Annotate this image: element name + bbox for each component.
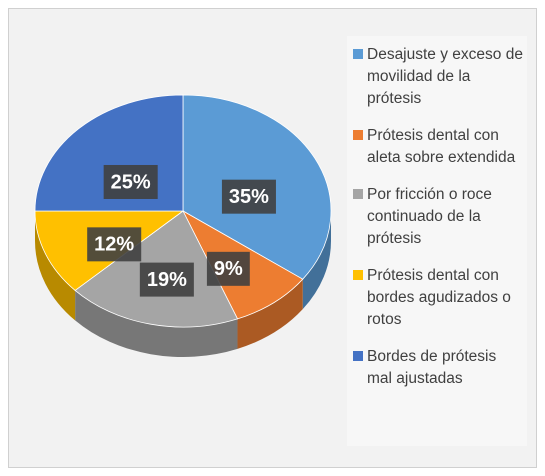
slice-side [75,290,238,357]
slice-side [237,279,303,349]
data-label-box [206,251,250,286]
legend-swatch [353,130,363,140]
data-label-text: 19% [147,269,187,291]
data-label: 25% [103,164,158,199]
legend-label: Prótesis dental con bordes agudizados o … [367,267,511,328]
chart-area: 35% 9% 19% 12% 25% Desajuste y exceso de mov… [8,8,537,468]
data-label-text: 35% [229,186,269,208]
legend-label: Prótesis dental con aleta sobre extendid… [367,127,516,166]
chart: 35% 9% 19% 12% 25% [34,94,332,357]
slice-side [302,211,331,310]
legend-entry: Desajuste y exceso de movilidad de la pr… [347,44,527,110]
legend-swatch [353,351,363,361]
data-label-box [103,164,158,199]
data-label-text: 9% [214,258,243,280]
slice-side [34,211,76,321]
legend-entry: Por fricción o roce continuado de la pró… [347,184,527,250]
legend: Desajuste y exceso de movilidad de la pr… [347,36,527,446]
legend-entry: Bordes de prótesis mal ajustadas [347,346,527,390]
legend-swatch [353,49,363,59]
data-label: 9% [206,251,250,286]
legend-label: Desajuste y exceso de movilidad de la pr… [367,46,523,107]
data-label: 19% [139,262,194,297]
legend-label: Bordes de prótesis mal ajustadas [367,348,497,387]
legend-swatch [353,270,363,280]
legend-label: Por fricción o roce continuado de la pró… [367,186,492,247]
data-label-box [139,262,194,297]
data-label-box [221,179,276,214]
data-label-box [87,227,142,262]
data-label: 12% [87,227,142,262]
data-label: 35% [221,179,276,214]
legend-entry: Prótesis dental con bordes agudizados o … [347,265,527,331]
data-label-text: 12% [94,234,134,256]
legend-entry: Prótesis dental con aleta sobre extendid… [347,125,527,169]
data-label-text: 25% [111,171,151,193]
legend-swatch [353,189,363,199]
